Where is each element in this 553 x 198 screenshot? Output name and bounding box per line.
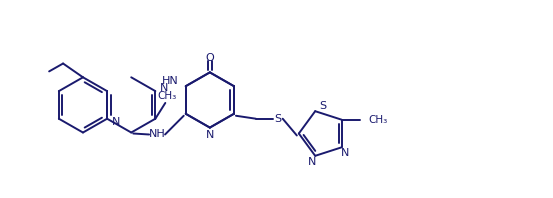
Text: HN: HN <box>162 76 179 86</box>
Text: N: N <box>206 130 214 140</box>
Text: CH₃: CH₃ <box>368 115 388 125</box>
Text: O: O <box>206 53 214 63</box>
Text: CH₃: CH₃ <box>158 91 177 101</box>
Text: N: N <box>160 83 169 93</box>
Text: N: N <box>308 157 316 167</box>
Text: N: N <box>341 148 349 158</box>
Text: NH: NH <box>149 129 165 140</box>
Text: S: S <box>319 101 326 111</box>
Text: N: N <box>112 117 121 127</box>
Text: S: S <box>274 114 281 124</box>
